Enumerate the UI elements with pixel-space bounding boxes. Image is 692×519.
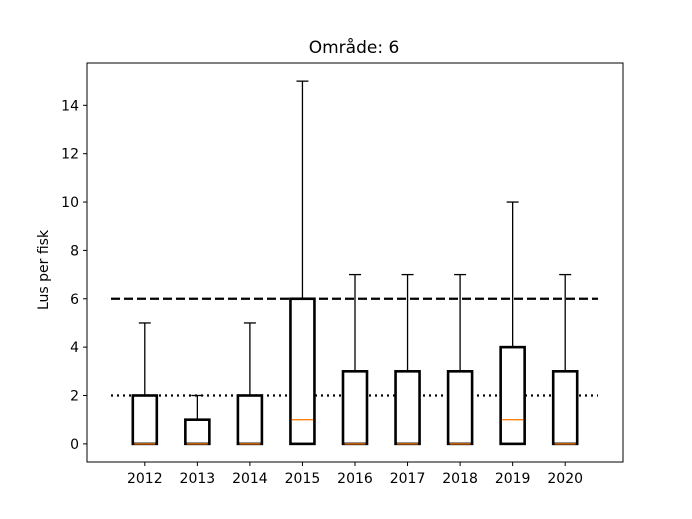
y-axis-label: Lus per fisk	[36, 229, 52, 310]
x-tick-label: 2019	[495, 471, 531, 487]
box-2019	[499, 345, 526, 446]
box-2013	[184, 418, 211, 446]
box-2016	[341, 370, 369, 446]
y-tick-label: 0	[70, 437, 79, 453]
box-2018	[446, 370, 474, 446]
y-tick-label: 10	[61, 195, 79, 211]
y-tick-label: 14	[61, 98, 79, 114]
x-tick-label: 2015	[285, 471, 321, 487]
box-2012	[131, 394, 159, 446]
y-tick-label: 12	[61, 147, 79, 163]
chart-title: Område: 6	[309, 37, 400, 58]
box-2020	[551, 370, 579, 446]
box-2014	[236, 394, 264, 446]
x-tick-label: 2013	[180, 471, 216, 487]
x-tick-label: 2018	[442, 471, 478, 487]
box-2017	[394, 370, 421, 446]
y-tick-label: 8	[70, 243, 79, 259]
x-tick-label: 2012	[127, 471, 163, 487]
y-tick-label: 4	[70, 340, 79, 356]
y-tick-label: 6	[70, 292, 79, 308]
x-tick-label: 2020	[547, 471, 583, 487]
y-tick-label: 2	[70, 389, 79, 405]
plot-area: 0 2 4 6 8 10 12 14 2012 2013 2014 2015 2016 2017 2018 2…	[61, 62, 624, 487]
box-2015	[289, 297, 316, 446]
x-tick-label: 2017	[390, 471, 426, 487]
x-tick-label: 2016	[337, 471, 373, 487]
x-tick-label: 2014	[232, 471, 268, 487]
